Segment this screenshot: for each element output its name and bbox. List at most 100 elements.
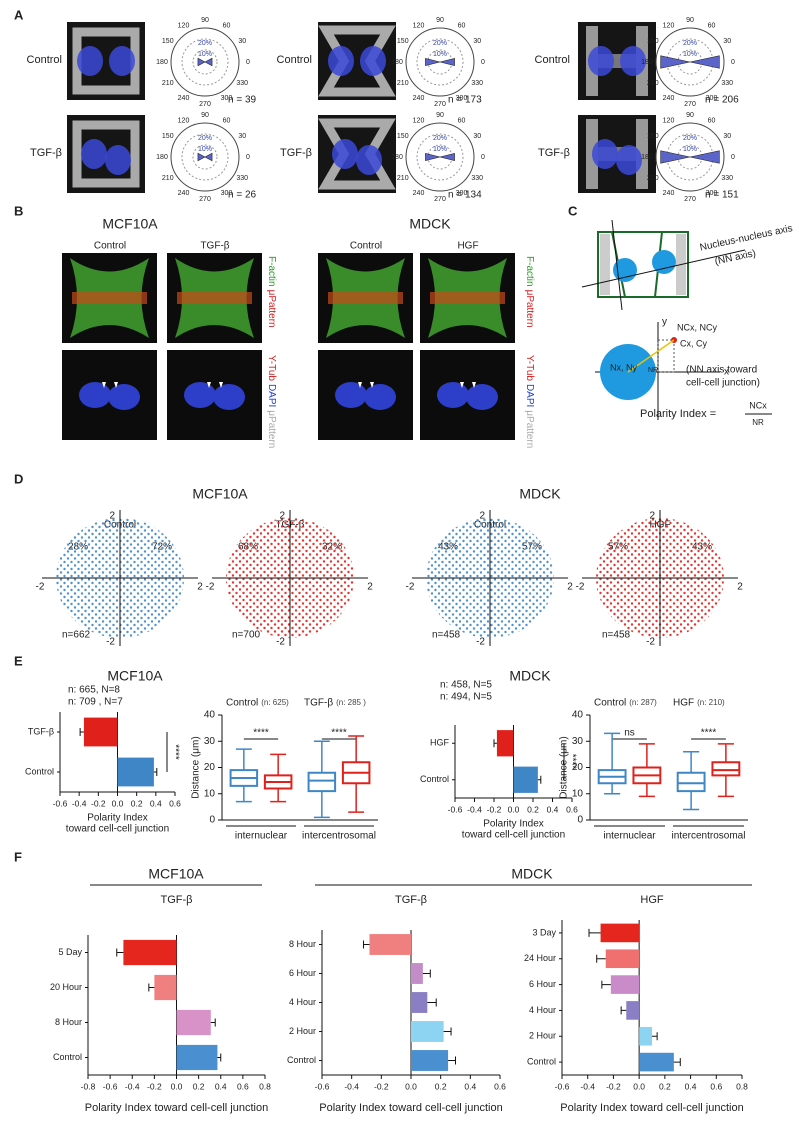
error-bar (588, 928, 601, 937)
polar-angle: 240 (178, 95, 190, 102)
polar-angle: 240 (413, 95, 425, 102)
n-label: n = 134 (448, 190, 482, 201)
polar-angle: 300 (706, 95, 718, 102)
y-tick-label: HGF (430, 738, 450, 748)
polar-ring (405, 122, 475, 192)
error-bar (448, 1056, 456, 1065)
y-tick-label: 10 (572, 788, 584, 799)
polar-ring (405, 27, 475, 97)
cell-line: MDCK (511, 866, 553, 882)
nucleus (466, 384, 498, 410)
polar-angle: 150 (397, 38, 409, 45)
polar-angle: 210 (162, 175, 174, 182)
stain: DAPI (524, 384, 535, 407)
x-axis-label: Polarity Index (483, 819, 544, 830)
y-tick-label: 2 Hour (289, 1026, 316, 1036)
arrowhead (460, 382, 476, 388)
x-tick-label: -0.6 (315, 1081, 330, 1091)
diagram-text: y (662, 317, 667, 328)
polar-angle: 240 (663, 95, 675, 102)
y-tick-label: 3 Day (532, 927, 556, 937)
polar-ring (192, 49, 218, 75)
error-bar (148, 983, 155, 992)
n-label: n: 458, N=5 (440, 680, 492, 691)
polar-angle: 180 (156, 154, 168, 161)
polar-angle: 90 (686, 112, 694, 119)
polar-ring-label: 20% (683, 40, 697, 47)
y-tick-label: Control (527, 1056, 556, 1066)
arrowhead (102, 382, 118, 388)
polar-angle: 330 (471, 175, 483, 182)
polar-ring-label: 10% (683, 146, 697, 153)
n-label: n = 151 (705, 190, 739, 201)
diagram-text: (NN axis toward (686, 365, 757, 376)
polar-angle: 210 (397, 80, 409, 87)
pattern-shape (636, 119, 648, 189)
y-tick-label: 20 Hour (50, 982, 82, 992)
axis-tick: -2 (106, 637, 115, 648)
polar-angle: 180 (156, 59, 168, 66)
error-bar (210, 1018, 216, 1027)
polar-ring (655, 122, 725, 192)
polar-ring (192, 144, 218, 170)
polar-ring-label: 20% (433, 40, 447, 47)
x-tick-label: 0.2 (527, 804, 539, 814)
polar-angle: 120 (178, 22, 190, 29)
stain: μPattern (266, 290, 277, 328)
polar-angle: 0 (481, 154, 485, 161)
n-label: n: 709 , N=7 (68, 697, 123, 708)
y-tick-label: 6 Hour (529, 979, 556, 989)
x-tick-label: 0.6 (566, 804, 578, 814)
polar-angle: 120 (663, 117, 675, 124)
x-tick-label: 0.4 (547, 804, 559, 814)
diagram-text: x (724, 367, 729, 378)
polar-angle: 210 (162, 80, 174, 87)
n-label: n = 173 (448, 95, 482, 106)
x-tick-label: 0.0 (633, 1081, 645, 1091)
y-tick-label: Control (53, 1052, 82, 1062)
polar-angle: 30 (238, 38, 246, 45)
x-axis-label: Polarity Index toward cell-cell junction (85, 1102, 268, 1114)
axis-tick: 2 (737, 582, 743, 593)
nucleus (356, 145, 382, 175)
n-label: n = 206 (705, 95, 739, 106)
y-tick-label: 5 Day (58, 947, 82, 957)
y-tick-label: Control (420, 774, 449, 784)
axis-tick: 2 (279, 511, 285, 522)
axis-tick: 2 (109, 511, 115, 522)
legend-count: (n: 210) (697, 698, 725, 707)
cell-line: MCF10A (107, 668, 163, 684)
panel-letter: A (14, 7, 24, 22)
polar-angle: 60 (708, 22, 716, 29)
bar (513, 766, 538, 793)
nucleus (360, 46, 386, 76)
polar-angle: 0 (481, 59, 485, 66)
x-tick-label: 0.4 (150, 798, 162, 808)
panel-letter: C (568, 203, 578, 218)
n-label: n=458 (432, 630, 461, 641)
condition: Control (350, 241, 382, 252)
x-tick-label: 0.8 (259, 1081, 271, 1091)
row-label: Control (277, 54, 312, 66)
polar-angle: 60 (223, 117, 231, 124)
x-tick-label: -0.2 (147, 1081, 162, 1091)
x-tick-label: internuclear (603, 831, 656, 842)
nucleus (364, 384, 396, 410)
bar (639, 1052, 674, 1072)
chart-title: HGF (640, 894, 664, 906)
polar-wedge (425, 57, 455, 67)
polar-angle: 30 (473, 38, 481, 45)
x-tick-label: internuclear (235, 831, 288, 842)
diagram-text: Nx, Ny (610, 362, 638, 372)
stain: F-actin (524, 256, 535, 287)
x-tick-label: -0.4 (72, 798, 87, 808)
polar-angle: 90 (201, 17, 209, 24)
polar-ring-label: 10% (433, 146, 447, 153)
legend-count: (n: 625) (261, 698, 289, 707)
polar-wedge (425, 152, 455, 162)
x-tick-label: -0.4 (467, 804, 482, 814)
diagram-text: Polarity Index = (640, 408, 716, 420)
bar (411, 1021, 444, 1042)
y-tick-label: 4 Hour (529, 1005, 556, 1015)
polar-angle: 300 (221, 190, 233, 197)
